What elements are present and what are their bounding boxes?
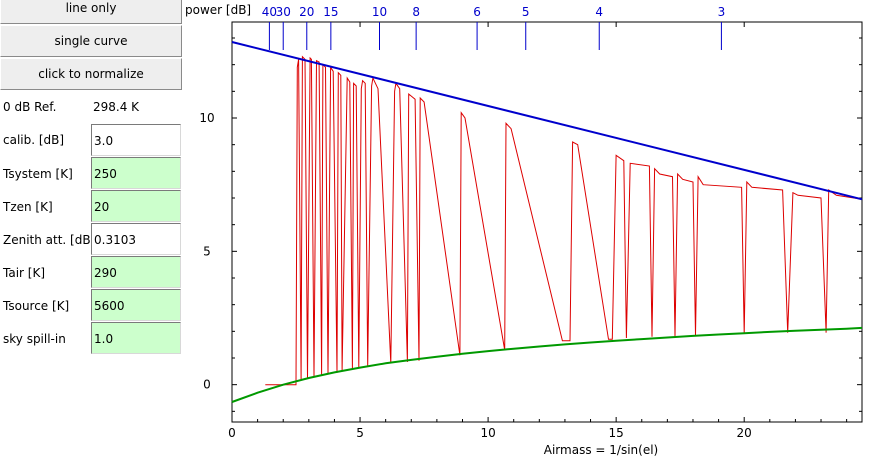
tzen-label: Tzen [K] <box>3 200 53 214</box>
tsystem-label: Tsystem [K] <box>3 167 73 181</box>
y-tick-label: 10 <box>199 111 214 125</box>
y-tick-label: 5 <box>203 244 211 258</box>
x-axis-label: Airmass = 1/sin(el) <box>544 443 658 457</box>
elevation-tick-label: 4 <box>595 5 603 19</box>
tsystem-field[interactable] <box>91 157 181 189</box>
x-tick-label: 20 <box>737 426 752 440</box>
airmass-chart: power [dB] Airmass = 1/sin(el) 0 5 10 15 200… <box>185 3 863 457</box>
y-tick-label: 0 <box>203 378 211 392</box>
reference-value: 298.4 K <box>93 100 140 114</box>
plot-frame <box>231 21 863 423</box>
elevation-tick-label: 6 <box>473 5 481 19</box>
elevation-tick-label: 15 <box>323 5 338 19</box>
x-tick-label: 15 <box>609 426 624 440</box>
elevation-tick-label: 5 <box>522 5 530 19</box>
tsource-field[interactable] <box>91 289 181 321</box>
tzen-field[interactable] <box>91 190 181 222</box>
sky-spill-label: sky spill-in <box>3 332 66 346</box>
fit-line-series <box>231 41 863 201</box>
measured-power-series <box>265 55 863 386</box>
x-tick-label: 5 <box>356 426 364 440</box>
calib-label: calib. [dB] <box>3 133 65 147</box>
tair-field[interactable] <box>91 256 181 288</box>
x-tick-label: 0 <box>228 426 236 440</box>
x-tick-label: 10 <box>480 426 495 440</box>
zenith-att-field[interactable] <box>91 223 181 255</box>
elevation-tick-label: 40 <box>262 5 277 19</box>
floor-curve-series <box>231 326 863 403</box>
single-curve-button[interactable]: single curve <box>0 25 182 57</box>
control-panel: line only single curve click to normaliz… <box>0 0 183 459</box>
y-axis-label: power [dB] <box>185 3 251 17</box>
elevation-tick-label: 3 <box>718 5 726 19</box>
tair-label: Tair [K] <box>3 266 46 280</box>
sky-spill-field[interactable] <box>91 322 181 354</box>
elevation-tick-label: 30 <box>276 5 291 19</box>
reference-label: 0 dB Ref. <box>3 100 57 114</box>
calib-field[interactable] <box>91 124 181 156</box>
elevation-tick-label: 10 <box>372 5 387 19</box>
line-only-button[interactable]: line only <box>0 0 182 24</box>
elevation-tick-label: 20 <box>299 5 314 19</box>
tsource-label: Tsource [K] <box>3 299 70 313</box>
elevation-tick-label: 8 <box>412 5 420 19</box>
normalize-button[interactable]: click to normalize <box>0 58 182 90</box>
zenith-att-label: Zenith att. [dB] <box>3 233 96 247</box>
